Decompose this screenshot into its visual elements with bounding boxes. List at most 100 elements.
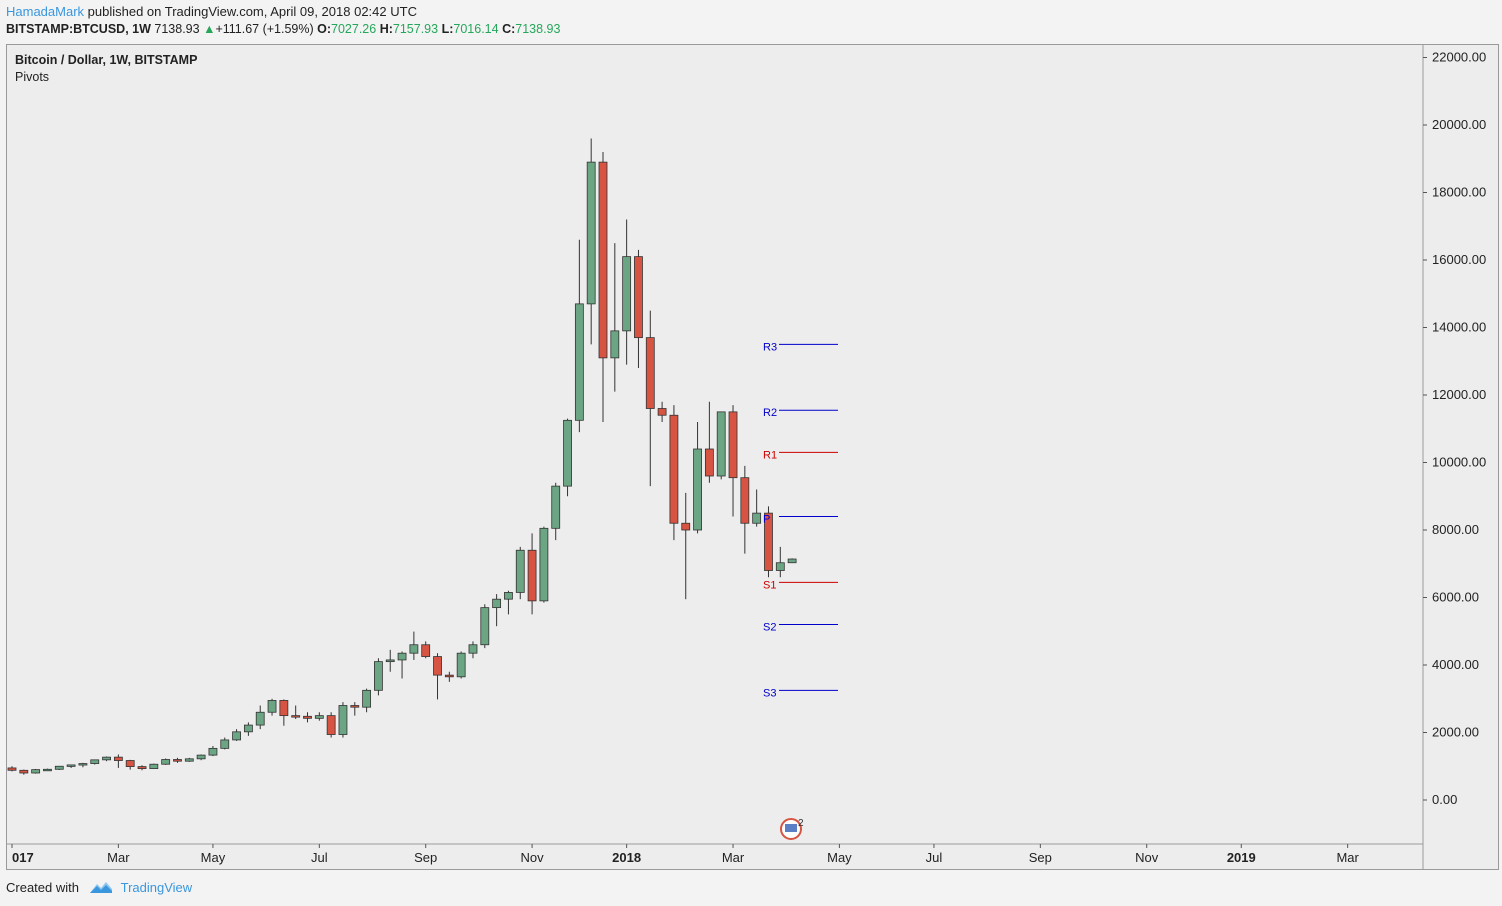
candle-body [728, 411, 738, 479]
pivot-label: R2 [763, 407, 777, 419]
candle-body [113, 756, 123, 761]
tradingview-logo-icon[interactable] [89, 880, 113, 897]
tradingview-link[interactable]: TradingView [120, 880, 193, 895]
pivot-level: P [763, 514, 838, 526]
candle-body [515, 549, 525, 593]
candle [433, 653, 442, 700]
y-tick-label: 0.00 [1432, 792, 1457, 807]
x-tick-label: Sep [1029, 850, 1052, 865]
open-label: O: [317, 22, 332, 36]
candle [468, 641, 478, 659]
candle [43, 768, 52, 772]
candle-body [78, 763, 88, 766]
x-tick-label: 2019 [1227, 850, 1256, 865]
candle-body [338, 705, 348, 735]
candle-body [125, 760, 135, 767]
candle [645, 310, 655, 487]
candle [350, 702, 360, 716]
candle-body [31, 769, 41, 774]
candle-body [149, 763, 159, 770]
pivot-level: R1 [763, 449, 838, 461]
candle-body [598, 161, 608, 359]
candle [610, 243, 620, 392]
candle-body [66, 764, 76, 767]
y-tick-label: 14000.00 [1432, 320, 1486, 335]
candle [232, 729, 241, 741]
y-tick-label: 2000.00 [1432, 725, 1479, 740]
candle-body [681, 522, 691, 531]
price-axis[interactable]: 0.00 2000.00 4000.00 6000.00 8000.00 10000.00… [1423, 50, 1486, 808]
candle-body [740, 477, 750, 524]
candle-body [374, 661, 383, 691]
y-tick-label: 8000.00 [1432, 522, 1479, 537]
pivot-label: R3 [763, 341, 777, 353]
candle-body [610, 330, 620, 359]
candle-body [90, 759, 100, 764]
candle-body [196, 754, 206, 760]
y-tick-label: 20000.00 [1432, 117, 1486, 132]
candle [267, 698, 277, 716]
candle-body [693, 448, 702, 531]
candle-body [326, 715, 336, 735]
candle-body [243, 724, 253, 733]
candle-body [433, 656, 442, 676]
footer: Created with TradingView [6, 880, 192, 897]
pivots-layer: R3 R2 R1 P S1 S2 S3 [763, 341, 838, 699]
candle [326, 712, 336, 738]
candle-body [645, 337, 655, 409]
candle [385, 649, 395, 672]
candle-body [527, 549, 537, 602]
time-axis[interactable]: 017 Mar May Jul Sep Nov 2018 Mar May Jul Sep Nov 201… [11, 844, 1360, 865]
y-tick-label: 12000.00 [1432, 387, 1486, 402]
candle [113, 754, 123, 768]
author-link[interactable]: HamadaMark [6, 4, 85, 19]
candle [634, 249, 643, 368]
candle [149, 763, 159, 770]
x-tick-label: Mar [1336, 850, 1359, 865]
x-tick-label: Sep [414, 850, 437, 865]
candle [480, 604, 490, 649]
candle-body [775, 562, 785, 571]
candle [504, 590, 513, 615]
candle-body [752, 512, 762, 524]
candle [444, 671, 454, 682]
pivot-level: S3 [763, 687, 838, 699]
candle [78, 762, 88, 768]
candle-body [622, 256, 632, 332]
y-tick-label: 22000.00 [1432, 50, 1486, 65]
candle-body [492, 598, 502, 609]
high-label: H: [379, 22, 393, 36]
candle [338, 702, 348, 738]
candle-body [586, 161, 596, 305]
candle-body [54, 765, 64, 770]
events-marker[interactable]: 2 [780, 818, 804, 840]
candle-body [303, 715, 312, 719]
x-tick-label: Jul [926, 850, 943, 865]
candle-body [385, 659, 395, 663]
chart-legend: Bitcoin / Dollar, 1W, BITSTAMP Pivots [15, 52, 197, 86]
x-tick-label: Nov [521, 850, 545, 865]
candle-body [137, 766, 147, 770]
candle [208, 746, 218, 757]
candle-body [184, 758, 194, 762]
candle-body [267, 700, 277, 713]
created-with-text: Created with [6, 880, 79, 895]
candle-body [456, 652, 466, 678]
candle-body [704, 448, 714, 477]
price-chart[interactable]: R3 R2 R1 P S1 S2 S3 0.00 2000.00 4000.00 6000.00 8… [6, 44, 1499, 870]
candle-body [480, 607, 490, 646]
candle [7, 766, 17, 772]
quote-bar: BITSTAMP:BTCUSD, 1W 7138.93 ▲+111.67 (+1… [6, 21, 560, 38]
candle [622, 219, 632, 365]
symbol-label: BITSTAMP:BTCUSD, 1W [6, 22, 151, 36]
candle [728, 405, 738, 517]
y-tick-label: 4000.00 [1432, 657, 1479, 672]
chart-frame [6, 44, 1499, 870]
candle [196, 754, 206, 761]
candle [527, 533, 537, 615]
x-tick-label: Mar [722, 850, 745, 865]
candle-body [397, 652, 407, 661]
close-value: 7138.93 [515, 22, 561, 36]
open-value: 7027.26 [331, 22, 377, 36]
indicator-name[interactable]: Pivots [15, 70, 50, 84]
